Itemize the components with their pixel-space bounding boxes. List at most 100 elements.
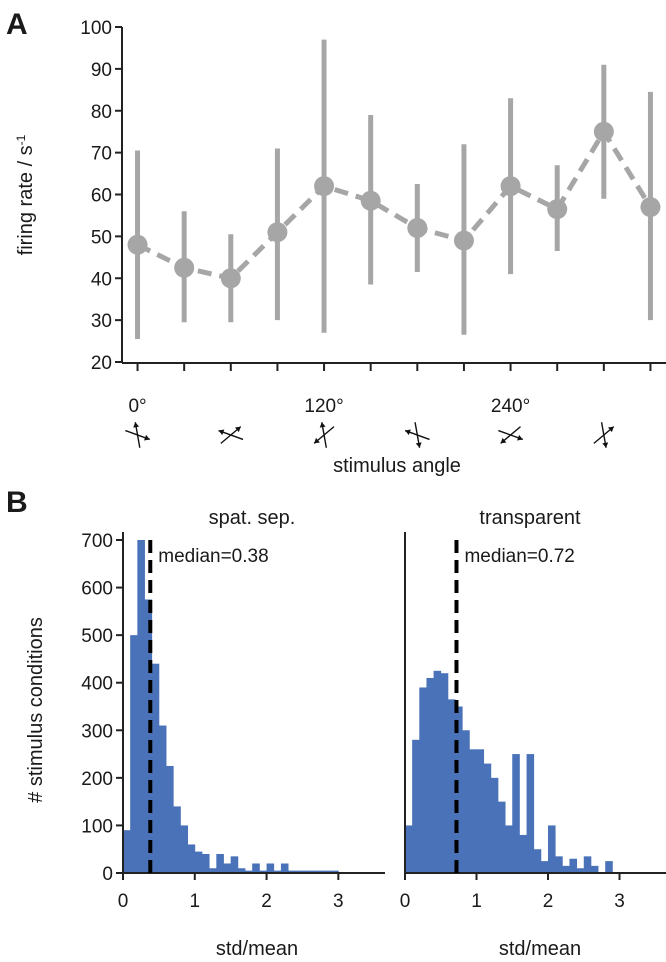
histogram-bar [302, 870, 311, 873]
mean-line [136, 126, 653, 281]
histogram-bar [209, 868, 217, 873]
histogram-bar [158, 725, 167, 873]
histogram-bar [483, 763, 492, 873]
data-point [453, 230, 474, 251]
data-point [314, 176, 335, 197]
histogram-bar [440, 673, 449, 873]
stimulus-arrow-head [415, 442, 422, 448]
panel-a-y-axis-label: firing rate / s-1 [14, 134, 37, 255]
histogram-bar [526, 754, 535, 873]
stimulus-icon-300 [593, 422, 615, 448]
histogram-bar [569, 858, 578, 873]
histogram-bar [447, 699, 456, 873]
x-tick-label: 240° [491, 396, 530, 417]
panel-a-y-axis-label-sup: -1 [14, 134, 28, 145]
stimulus-icon-0 [125, 422, 150, 448]
histogram-bar [412, 739, 420, 873]
panel-a-y-axis-label-main: firing rate / s [15, 145, 37, 255]
panel-a-x-axis-label: stimulus angle [333, 455, 461, 477]
data-point [640, 197, 661, 218]
y-tick-label: 60 [91, 186, 112, 207]
x-tick-label: 1 [189, 891, 200, 912]
histogram-bar [266, 863, 275, 873]
histogram-bar [288, 870, 296, 873]
histogram-bar [180, 825, 189, 873]
y-tick-label: 30 [91, 311, 112, 332]
y-tick-label: 20 [91, 353, 112, 374]
x-tick-label: 3 [333, 891, 344, 912]
y-tick-label: 500 [81, 626, 113, 647]
histogram-bar [590, 865, 599, 873]
stimulus-arrow-head [144, 434, 150, 441]
y-tick-label: 80 [91, 102, 112, 123]
histogram-bar [455, 706, 463, 873]
panel-b-left-title: spat. sep. [209, 507, 296, 529]
stimulus-arrow-head [608, 426, 614, 433]
histogram-bar [223, 863, 232, 873]
histogram-bar [130, 635, 138, 873]
y-tick-label: 200 [81, 769, 113, 790]
histogram-bar [583, 856, 592, 873]
data-point [220, 268, 241, 289]
histogram-bar [548, 825, 556, 873]
histogram-bar [245, 870, 253, 873]
histogram-bar [605, 861, 613, 873]
histogram-bar [173, 806, 181, 873]
stimulus-icon-240 [498, 426, 524, 444]
histogram-bar [540, 861, 549, 873]
stimulus-arrow-head [405, 429, 411, 436]
x-tick-label: 3 [614, 891, 625, 912]
histogram-bar [252, 863, 260, 873]
median-label: median=0.38 [158, 546, 268, 567]
x-tick-label: 2 [261, 891, 272, 912]
y-tick-label: 40 [91, 269, 112, 290]
histogram-bar [433, 670, 442, 873]
histogram-bar [462, 730, 470, 873]
panel-b-right-chart: 0 1 2 3 median=0.72 [400, 532, 666, 912]
data-point [593, 121, 614, 142]
y-tick-label: 70 [91, 144, 112, 165]
panel-a-chart: 20 30 40 50 60 70 80 90 100 0° 120° 240° [80, 18, 666, 448]
stimulus-arrow-head [319, 422, 326, 428]
histogram-bar [323, 870, 332, 873]
histogram-bar [562, 865, 570, 873]
histogram-bar [237, 868, 246, 873]
stimulus-arrow-head [133, 422, 140, 428]
histogram-bar [405, 825, 413, 873]
x-tick-label: 2 [543, 891, 554, 912]
histogram-bar [331, 870, 339, 873]
panel-b-left-x-axis-label: std/mean [216, 938, 298, 960]
histogram-bar [144, 599, 153, 873]
histogram-bar [230, 856, 239, 873]
histogram-bar [576, 868, 585, 873]
stimulus-arrow-head [314, 437, 320, 444]
histogram-bar [309, 870, 318, 873]
panel-b-right-x-axis-label: std/mean [499, 938, 581, 960]
panel-b-right-title: transparent [479, 507, 581, 529]
data-point [174, 257, 195, 278]
histogram-bar [216, 853, 224, 873]
histogram-bar [490, 777, 499, 873]
panel-label-b: B [6, 486, 28, 519]
panel-b-left-chart: 0 100 200 300 400 500 600 700 0 1 2 3 median=0.38 [81, 531, 385, 912]
histogram-bar [137, 540, 145, 873]
y-tick-label: 100 [81, 816, 113, 837]
histogram-bar [497, 801, 506, 873]
data-point [500, 176, 521, 197]
histogram-bar [187, 844, 196, 873]
histogram-bar [419, 687, 427, 873]
x-tick-label: 0 [400, 891, 411, 912]
y-tick-label: 0 [102, 864, 113, 885]
y-tick-label: 600 [81, 579, 113, 600]
stimulus-arrow-head [602, 442, 609, 448]
y-tick-label: 100 [80, 18, 112, 39]
histogram-bar [426, 677, 435, 873]
histogram-bar [280, 863, 289, 873]
data-point [360, 190, 381, 211]
panel-label-a: A [6, 8, 28, 41]
y-tick-label: 300 [81, 721, 113, 742]
histogram-bar [505, 825, 513, 873]
stimulus-arrow-head [517, 434, 523, 441]
histogram-bar [201, 853, 210, 873]
